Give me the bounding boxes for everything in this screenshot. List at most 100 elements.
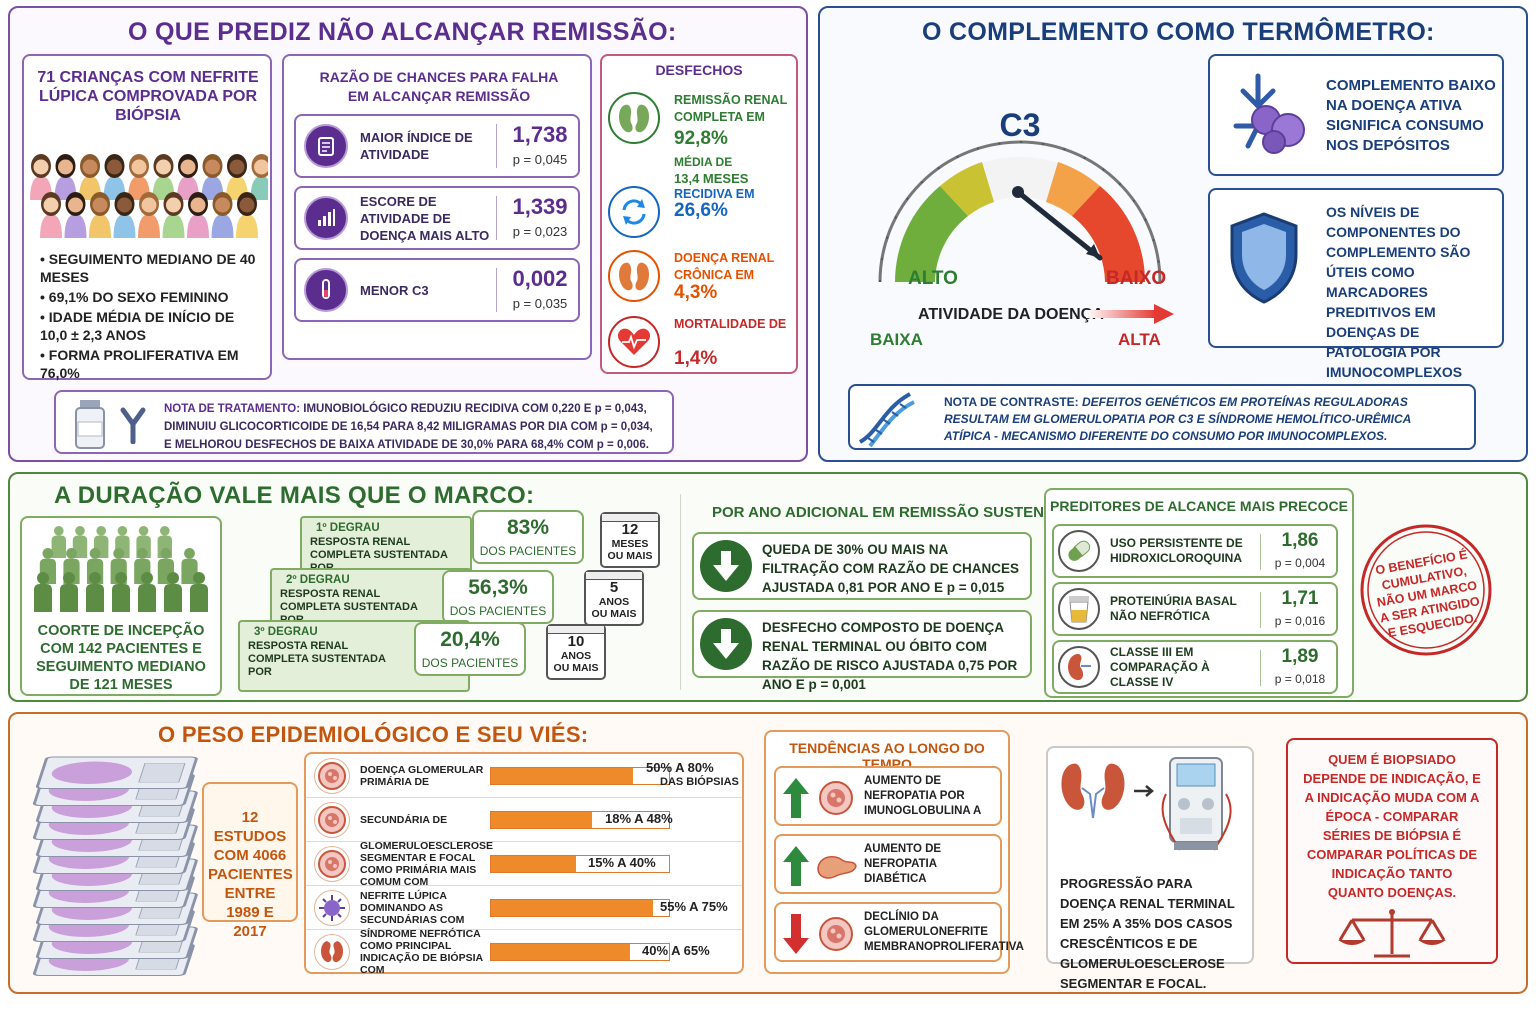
predictor-divider bbox=[1260, 650, 1261, 686]
predictor-item: CLASSE III EM COMPARAÇÃO À CLASSE IV 1,89… bbox=[1052, 640, 1338, 694]
odds-ratio-value: 1,738 bbox=[512, 122, 568, 147]
odds-ratio-box: RAZÃO DE CHANCES PARA FALHA EM ALCANÇAR … bbox=[282, 54, 592, 360]
glomerulus-icon bbox=[814, 912, 858, 956]
outcome-label: REMISSÃO RENAL COMPLETA EM bbox=[674, 93, 787, 124]
clipboard-icon bbox=[304, 124, 348, 168]
people-group-icon bbox=[34, 526, 208, 612]
calendar-unit: MESES OU MAIS bbox=[607, 538, 653, 562]
calendar-number: 12 bbox=[621, 521, 639, 538]
epidemiology-title: O PESO EPIDEMIOLÓGICO E SEU VIÉS: bbox=[158, 722, 589, 747]
stair-percent: 20,4% bbox=[440, 628, 500, 651]
outcome-label: MORTALIDADE DE bbox=[674, 317, 787, 331]
biopsy-bar-label: SECUNDÁRIA DE bbox=[360, 814, 448, 826]
biopsy-bar-track bbox=[490, 855, 670, 873]
trend-label: DECLÍNIO DA GLOMERULONEFRITE MEMBRANOPRO… bbox=[864, 910, 1024, 953]
predictors-box: PREDITORES DE ALCANCE MAIS PRECOCE USO P… bbox=[1044, 488, 1354, 698]
glomerulus-icon bbox=[314, 846, 350, 882]
studies-text: 12 ESTUDOS COM 4066 PACIENTES ENTRE 1989… bbox=[208, 809, 293, 940]
biopsy-bar-fill bbox=[491, 900, 653, 916]
scales-icon bbox=[1338, 909, 1446, 958]
odds-ratio-item: ESCORE DE ATIVIDADE DE DOENÇA MAIS ALTO 1… bbox=[294, 186, 580, 250]
gauge-left-label: ALTO bbox=[908, 268, 958, 289]
predictor-divider bbox=[1260, 592, 1261, 628]
calendar-number: 5 bbox=[609, 579, 619, 596]
complement-title: O COMPLEMENTO COMO TERMÔMETRO: bbox=[922, 18, 1435, 46]
inception-cohort-box: COORTE DE INCEPÇÃO COM 142 PACIENTES E S… bbox=[20, 516, 222, 696]
stair-percent: 83% bbox=[506, 516, 550, 539]
kidneys-icon bbox=[1061, 763, 1125, 819]
bar-chart-icon bbox=[304, 196, 348, 240]
refresh-icon bbox=[608, 186, 660, 238]
predictor-p-value: p = 0,004 bbox=[1274, 556, 1326, 570]
cumulative-benefit-stamp bbox=[1360, 524, 1492, 656]
stair-degree: 2º DEGRAU bbox=[286, 574, 350, 586]
per-year-text: QUEDA DE 30% OU MAIS NA FILTRAÇÃO COM RA… bbox=[762, 542, 1019, 595]
arrow-right-icon bbox=[1134, 785, 1154, 797]
odds-ratio-divider bbox=[496, 196, 497, 240]
biopsy-bar-row: SÍNDROME NEFRÓTICA COMO PRINCIPAL INDICA… bbox=[306, 928, 742, 976]
calendar-unit: ANOS OU MAIS bbox=[553, 650, 599, 674]
cohort-title: 71 CRIANÇAS COM NEFRITE LÚPICA COMPROVAD… bbox=[37, 69, 259, 124]
treatment-note: NOTA DE TRATAMENTO: IMUNOBIOLÓGICO REDUZ… bbox=[54, 390, 674, 454]
biopsy-slides-stack bbox=[32, 756, 198, 977]
info-text-markers: OS NÍVEIS DE COMPONENTES DO COMPLEMENTO … bbox=[1326, 204, 1471, 380]
biopsy-bar-fill bbox=[491, 856, 577, 872]
predictor-value: 1,71 bbox=[1281, 588, 1319, 609]
biopsy-bar-track bbox=[490, 899, 670, 917]
activity-high-label: ALTA bbox=[1118, 330, 1161, 349]
progression-box: PROGRESSÃO PARA DOENÇA RENAL TERMINAL EM… bbox=[1046, 746, 1254, 991]
per-year-text: DESFECHO COMPOSTO DE DOENÇA RENAL TERMIN… bbox=[762, 620, 1018, 692]
bias-box: QUEM É BIOPSIADO DEPENDE DE INDICAÇÃO, E… bbox=[1286, 738, 1498, 964]
calendar-rings bbox=[586, 572, 642, 580]
predictor-item: USO PERSISTENTE DE HIDROXICLOROQUINA 1,86… bbox=[1052, 524, 1338, 578]
glomerulus-icon bbox=[314, 758, 350, 794]
cohort-fact: • IDADE MÉDIA DE INÍCIO DE 10,0 ± 2,3 AN… bbox=[40, 309, 235, 343]
odds-ratio-title: RAZÃO DE CHANCES PARA FALHA EM ALCANÇAR … bbox=[319, 69, 559, 104]
calendar-unit: ANOS OU MAIS bbox=[591, 596, 637, 620]
trends-box: TENDÊNCIAS AO LONGO DO TEMPO AUMENTO DE … bbox=[764, 730, 1024, 974]
remission-panel: O QUE PREDIZ NÃO ALCANÇAR REMISSÃO: 71 C… bbox=[8, 6, 808, 462]
antibody-icon bbox=[120, 407, 146, 444]
trend-item: AUMENTO DE NEFROPATIA DIABÉTICA bbox=[774, 834, 1002, 894]
bias-text: QUEM É BIOPSIADO DEPENDE DE INDICAÇÃO, E… bbox=[1303, 752, 1481, 900]
stair-percent-card: 56,3% DOS PACIENTES bbox=[442, 570, 554, 624]
odds-ratio-item: MENOR C3 0,002 p = 0,035 bbox=[294, 258, 580, 322]
odds-ratio-divider bbox=[496, 268, 497, 312]
kidney-icon bbox=[608, 92, 660, 144]
stair-percent-sub: DOS PACIENTES bbox=[479, 544, 577, 558]
biopsy-bar-range: 40% A 65% bbox=[642, 943, 710, 958]
info-box-consumption: COMPLEMENTO BAIXO NA DOENÇA ATIVA SIGNIF… bbox=[1208, 54, 1504, 176]
treatment-note-text: NOTA DE TRATAMENTO: IMUNOBIOLÓGICO REDUZ… bbox=[164, 403, 653, 451]
stair-step: 3º DEGRAU RESPOSTA RENAL COMPLETA SUSTENT… bbox=[238, 620, 470, 692]
trend-label: AUMENTO DE NEFROPATIA POR IMUNOGLOBULINA… bbox=[864, 774, 982, 817]
epidemiology-panel: O PESO EPIDEMIOLÓGICO E SEU VIÉS: 12 EST… bbox=[8, 712, 1528, 994]
arrow-down-icon bbox=[700, 618, 752, 670]
predictor-value: 1,89 bbox=[1281, 646, 1319, 667]
dialysis-machine-icon bbox=[1161, 757, 1232, 851]
predictor-item: PROTEINÚRIA BASAL NÃO NEFRÓTICA 1,71 p = 0… bbox=[1052, 582, 1338, 636]
calendar-rings bbox=[548, 626, 604, 634]
stair-percent: 56,3% bbox=[468, 576, 528, 599]
contrast-note: NOTA DE CONTRASTE: DEFEITOS GENÉTICOS EM… bbox=[848, 384, 1476, 450]
biopsy-bar-track bbox=[490, 767, 670, 785]
vertical-divider bbox=[680, 494, 681, 690]
outcome-value: 92,8% bbox=[674, 128, 728, 149]
outcome-value: 4,3% bbox=[674, 282, 718, 303]
predictor-value: 1,86 bbox=[1281, 530, 1319, 551]
pill-icon bbox=[1058, 530, 1100, 572]
outcome-value: 1,4% bbox=[674, 348, 718, 369]
biopsy-bar-range: 55% A 75% bbox=[660, 899, 728, 914]
activity-label: ATIVIDADE DA DOENÇA bbox=[918, 306, 1104, 323]
calendar-rings bbox=[602, 514, 658, 522]
gauge-label: C3 bbox=[1000, 107, 1041, 143]
biopsy-bar-row: SECUNDÁRIA DE 18% A 48% bbox=[306, 798, 742, 842]
biopsy-bar-range-sub: DAS BIÓPSIAS bbox=[660, 776, 739, 788]
biopsy-bar-row: GLOMERULOESCLEROSE SEGMENTAR E FOCAL COM… bbox=[306, 840, 742, 888]
arrow-down-icon bbox=[782, 912, 810, 956]
activity-low-label: BAIXA bbox=[870, 330, 923, 349]
biopsy-bar-label: SÍNDROME NEFRÓTICA COMO PRINCIPAL INDICA… bbox=[360, 928, 483, 976]
dna-icon bbox=[858, 392, 915, 448]
odds-ratio-divider bbox=[496, 124, 497, 168]
odds-ratio-value: 0,002 bbox=[512, 266, 568, 291]
inception-cohort-text: COORTE DE INCEPÇÃO COM 142 PACIENTES E S… bbox=[36, 623, 206, 693]
